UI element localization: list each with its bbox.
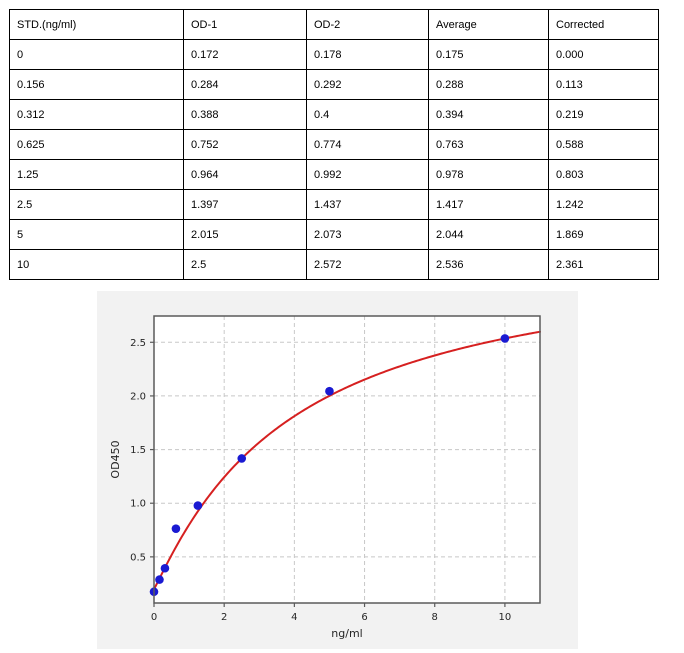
table-row: 0.625 0.752 0.774 0.763 0.588 [9, 129, 659, 160]
table-cell: 0.000 [548, 39, 659, 70]
table-cell: 2.044 [428, 219, 549, 250]
y-tick-label: 1.5 [130, 445, 146, 456]
table-cell: 0.394 [428, 99, 549, 130]
table-cell: 0.284 [183, 69, 307, 100]
table-cell: 0.978 [428, 159, 549, 190]
y-tick-label: 2.0 [130, 391, 146, 402]
x-tick-label: 4 [291, 612, 297, 623]
table-cell: 0.175 [428, 39, 549, 70]
table-cell: 0.774 [306, 129, 429, 160]
data-point [193, 501, 203, 510]
table-cell: 0.588 [548, 129, 659, 160]
header-row: STD.(ng/ml) OD-1 OD-2 Average Corrected [9, 9, 659, 40]
column-header: Average [428, 9, 549, 40]
table-row: 2.5 1.397 1.437 1.417 1.242 [9, 189, 659, 220]
table-cell: 2.015 [183, 219, 307, 250]
table-row: 0.312 0.388 0.4 0.394 0.219 [9, 99, 659, 130]
table-cell: 2.572 [306, 249, 429, 280]
column-header: Corrected [548, 9, 659, 40]
table-cell: 0.156 [9, 69, 184, 100]
table-cell: 0.219 [548, 99, 659, 130]
table-cell: 1.869 [548, 219, 659, 250]
table-cell: 0.288 [428, 69, 549, 100]
table-cell: 1.417 [428, 189, 549, 220]
axis-ticks: 0 2 4 6 8 10 0.5 1.0 1.5 2.0 2.5 [130, 338, 511, 623]
table-cell: 0.388 [183, 99, 307, 130]
data-points [149, 334, 510, 597]
x-tick-label: 8 [432, 612, 438, 623]
standards-table: STD.(ng/ml) OD-1 OD-2 Average Corrected 0 0.1… [9, 9, 659, 280]
table-cell: 1.397 [183, 189, 307, 220]
table-cell: 1.25 [9, 159, 184, 190]
table-cell: 0.4 [306, 99, 429, 130]
table-cell: 5 [9, 219, 184, 250]
table-cell: 1.242 [548, 189, 659, 220]
table-cell: 0.992 [306, 159, 429, 190]
table-cell: 2.073 [306, 219, 429, 250]
x-tick-label: 10 [499, 612, 512, 623]
data-point [171, 524, 181, 533]
table-cell: 1.437 [306, 189, 429, 220]
table-cell: 2.361 [548, 249, 659, 280]
x-axis-label: ng/ml [331, 627, 362, 640]
x-tick-label: 0 [151, 612, 157, 623]
table-cell: 0.964 [183, 159, 307, 190]
data-point [160, 563, 170, 573]
standard-curve-chart: 0 2 4 6 8 10 0.5 1.0 1.5 2.0 2.5 ng/ml OD450 [109, 315, 541, 640]
plot-frame [153, 315, 541, 604]
plot-area [154, 316, 540, 603]
table-cell: 0.803 [548, 159, 659, 190]
standards-table-body: 0 0.172 0.178 0.175 0.000 0.156 0.284 0.292 0.28… [9, 39, 659, 280]
table-cell: 0.763 [428, 129, 549, 160]
x-tick-label: 6 [361, 612, 367, 623]
table-cell: 10 [9, 249, 184, 280]
column-header: OD-2 [306, 9, 429, 40]
column-header: STD.(ng/ml) [9, 9, 184, 40]
table-row: 0.156 0.284 0.292 0.288 0.113 [9, 69, 659, 100]
standards-table-header: STD.(ng/ml) OD-1 OD-2 Average Corrected [9, 9, 659, 40]
gridlines [154, 316, 540, 603]
data-point [155, 575, 164, 584]
y-tick-label: 2.5 [130, 338, 146, 349]
table-row: 10 2.5 2.572 2.536 2.361 [9, 249, 659, 280]
data-point [237, 454, 247, 463]
table-cell: 0.752 [183, 129, 307, 160]
table-cell: 2.536 [428, 249, 549, 280]
table-cell: 0.292 [306, 69, 429, 100]
table-cell: 0.113 [548, 69, 659, 100]
column-header: OD-1 [183, 9, 307, 40]
table-cell: 2.5 [9, 189, 184, 220]
standard-curve-figure: 0 2 4 6 8 10 0.5 1.0 1.5 2.0 2.5 ng/ml OD450 [97, 291, 578, 649]
fit-curve [153, 330, 541, 591]
table-cell: 0 [9, 39, 184, 70]
table-cell: 0.312 [9, 99, 184, 130]
table-cell: 2.5 [183, 249, 307, 280]
table-cell: 0.172 [183, 39, 307, 70]
y-tick-label: 1.0 [130, 499, 146, 510]
table-row: 5 2.015 2.073 2.044 1.869 [9, 219, 659, 250]
table-cell: 0.625 [9, 129, 184, 160]
y-tick-label: 0.5 [130, 552, 146, 563]
table-row: 1.25 0.964 0.992 0.978 0.803 [9, 159, 659, 190]
data-point [500, 334, 510, 343]
y-axis-label: OD450 [109, 440, 122, 478]
table-row: 0 0.172 0.178 0.175 0.000 [9, 39, 659, 70]
table-cell: 0.178 [306, 39, 429, 70]
data-point [325, 386, 334, 396]
x-tick-label: 2 [221, 612, 227, 623]
